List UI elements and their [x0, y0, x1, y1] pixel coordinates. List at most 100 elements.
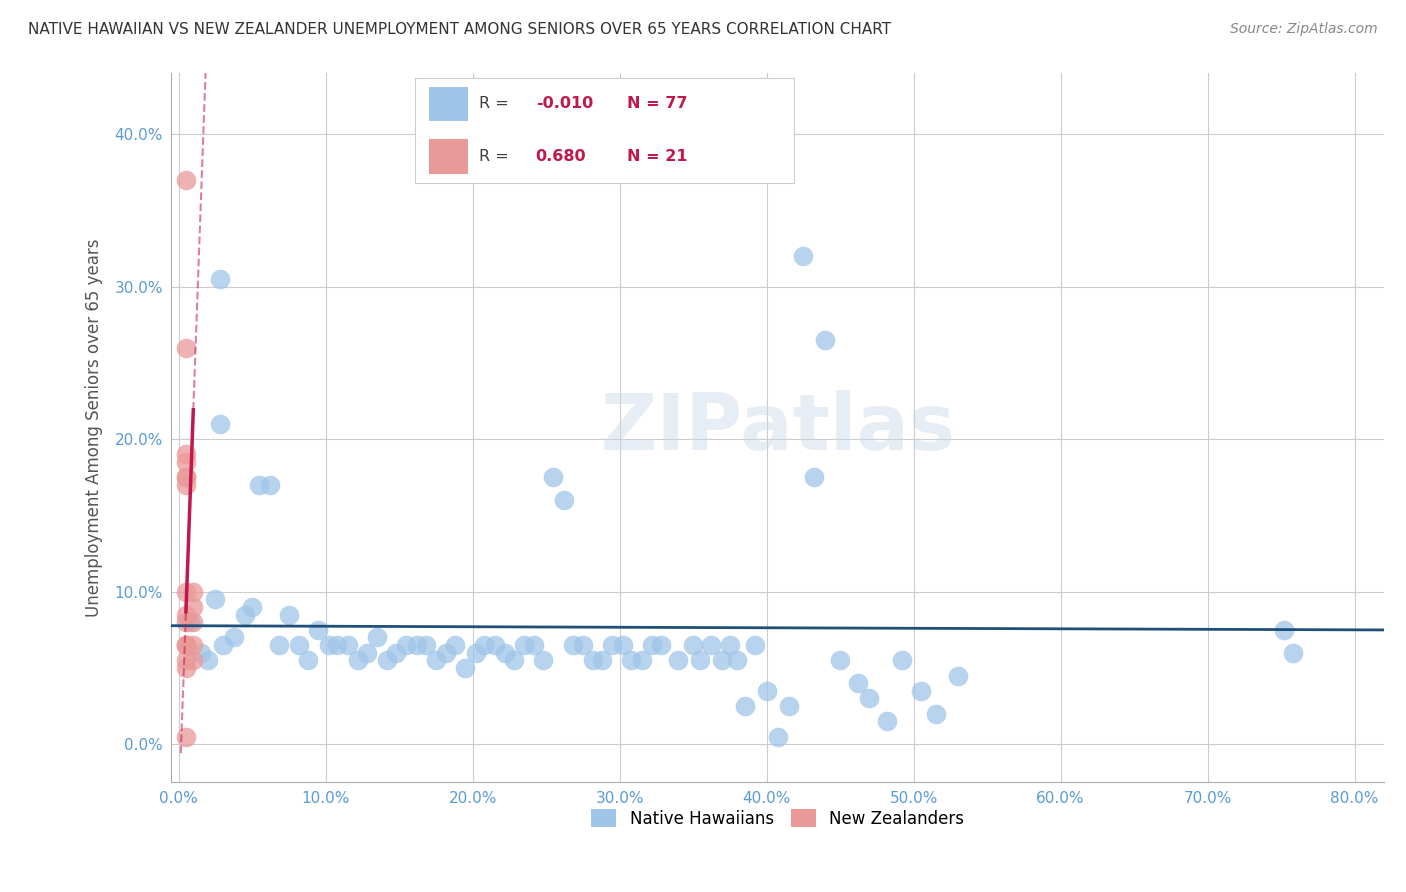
Point [174, 584, 197, 599]
Point [190, 646, 212, 660]
Point [600, 638, 623, 652]
Point [174, 653, 197, 667]
Point [415, 638, 437, 652]
Point [484, 638, 506, 652]
Point [208, 272, 231, 286]
Text: R =: R = [479, 96, 515, 112]
Point [240, 599, 263, 614]
Point [711, 653, 734, 667]
Point [174, 470, 197, 484]
Point [689, 653, 711, 667]
Text: N = 21: N = 21 [627, 149, 688, 164]
Point [174, 447, 197, 461]
Text: NATIVE HAWAIIAN VS NEW ZEALANDER UNEMPLOYMENT AMONG SENIORS OVER 65 YEARS CORREL: NATIVE HAWAIIAN VS NEW ZEALANDER UNEMPLO… [28, 22, 891, 37]
Point [699, 638, 721, 652]
Point [734, 699, 756, 714]
Point [792, 249, 814, 263]
Point [803, 470, 825, 484]
Point [454, 661, 477, 675]
Point [1282, 646, 1305, 660]
Point [650, 638, 672, 652]
Y-axis label: Unemployment Among Seniors over 65 years: Unemployment Among Seniors over 65 years [86, 238, 103, 617]
Point [174, 730, 197, 744]
Point [385, 646, 408, 660]
Point [356, 646, 378, 660]
Point [620, 653, 643, 667]
Point [755, 683, 778, 698]
Point [224, 631, 246, 645]
Point [174, 638, 197, 652]
Point [375, 653, 398, 667]
Text: 0.680: 0.680 [536, 149, 586, 164]
Point [259, 478, 281, 492]
Point [174, 638, 197, 652]
Point [768, 730, 790, 744]
Point [277, 607, 299, 622]
Point [910, 683, 932, 698]
Point [582, 653, 605, 667]
Point [181, 615, 204, 630]
Point [174, 661, 197, 675]
Point [553, 493, 575, 508]
Point [531, 653, 554, 667]
Point [472, 638, 495, 652]
Point [946, 668, 969, 682]
Point [174, 455, 197, 469]
Point [204, 592, 226, 607]
Point [425, 653, 447, 667]
Point [612, 638, 634, 652]
Point [876, 714, 898, 729]
Point [336, 638, 359, 652]
Point [1272, 623, 1295, 637]
Point [197, 653, 219, 667]
Point [890, 653, 912, 667]
Point [444, 638, 467, 652]
Point [174, 341, 197, 355]
Point [181, 584, 204, 599]
Point [523, 638, 546, 652]
Point [718, 638, 741, 652]
Point [208, 417, 231, 431]
Point [181, 599, 204, 614]
Point [366, 631, 388, 645]
Point [494, 646, 516, 660]
Legend: Native Hawaiians, New Zealanders: Native Hawaiians, New Zealanders [585, 803, 970, 834]
Point [395, 638, 418, 652]
Point [858, 691, 880, 706]
Point [326, 638, 349, 652]
Point [725, 653, 748, 667]
Point [572, 638, 595, 652]
Point [778, 699, 800, 714]
Point [181, 638, 204, 652]
Point [174, 478, 197, 492]
Point [211, 638, 233, 652]
Point [405, 638, 427, 652]
Point [267, 638, 290, 652]
Text: N = 77: N = 77 [627, 96, 688, 112]
Point [297, 653, 319, 667]
Point [666, 653, 689, 667]
Point [464, 646, 486, 660]
Point [174, 615, 197, 630]
Point [181, 653, 204, 667]
Point [924, 706, 946, 721]
Point [347, 653, 370, 667]
Point [846, 676, 869, 690]
Point [814, 333, 837, 347]
Point [288, 638, 311, 652]
Point [174, 607, 197, 622]
Point [513, 638, 536, 652]
Point [307, 623, 329, 637]
Text: ZIPatlas: ZIPatlas [600, 390, 955, 466]
Text: -0.010: -0.010 [536, 96, 593, 112]
Point [543, 470, 565, 484]
Text: R =: R = [479, 149, 519, 164]
Point [591, 653, 613, 667]
Point [249, 478, 271, 492]
Point [502, 653, 524, 667]
Point [641, 638, 664, 652]
Text: Source: ZipAtlas.com: Source: ZipAtlas.com [1230, 22, 1378, 37]
Point [828, 653, 851, 667]
Point [630, 653, 652, 667]
Point [179, 615, 201, 630]
